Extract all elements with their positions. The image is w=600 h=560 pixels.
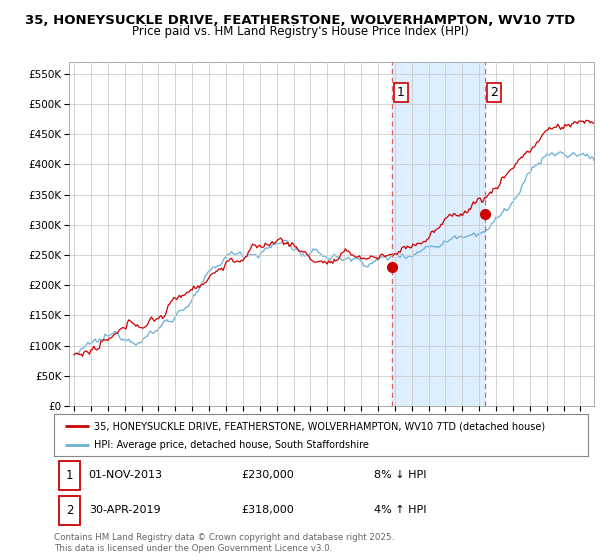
Bar bbox=[392, 62, 485, 406]
Bar bbox=[59, 460, 80, 490]
Text: 8% ↓ HPI: 8% ↓ HPI bbox=[374, 470, 427, 480]
Text: £230,000: £230,000 bbox=[241, 470, 293, 480]
Text: 1: 1 bbox=[66, 469, 73, 482]
Bar bbox=[59, 496, 80, 525]
Text: 1: 1 bbox=[397, 86, 405, 99]
Text: Price paid vs. HM Land Registry's House Price Index (HPI): Price paid vs. HM Land Registry's House … bbox=[131, 25, 469, 38]
Text: Contains HM Land Registry data © Crown copyright and database right 2025.
This d: Contains HM Land Registry data © Crown c… bbox=[54, 533, 394, 553]
Text: 35, HONEYSUCKLE DRIVE, FEATHERSTONE, WOLVERHAMPTON, WV10 7TD (detached house): 35, HONEYSUCKLE DRIVE, FEATHERSTONE, WOL… bbox=[94, 421, 545, 431]
Text: £318,000: £318,000 bbox=[241, 505, 293, 515]
Text: 4% ↑ HPI: 4% ↑ HPI bbox=[374, 505, 427, 515]
Text: 2: 2 bbox=[66, 504, 73, 517]
Text: HPI: Average price, detached house, South Staffordshire: HPI: Average price, detached house, Sout… bbox=[94, 440, 369, 450]
Text: 30-APR-2019: 30-APR-2019 bbox=[89, 505, 160, 515]
Text: 35, HONEYSUCKLE DRIVE, FEATHERSTONE, WOLVERHAMPTON, WV10 7TD: 35, HONEYSUCKLE DRIVE, FEATHERSTONE, WOL… bbox=[25, 14, 575, 27]
Text: 01-NOV-2013: 01-NOV-2013 bbox=[89, 470, 163, 480]
Text: 2: 2 bbox=[490, 86, 498, 99]
